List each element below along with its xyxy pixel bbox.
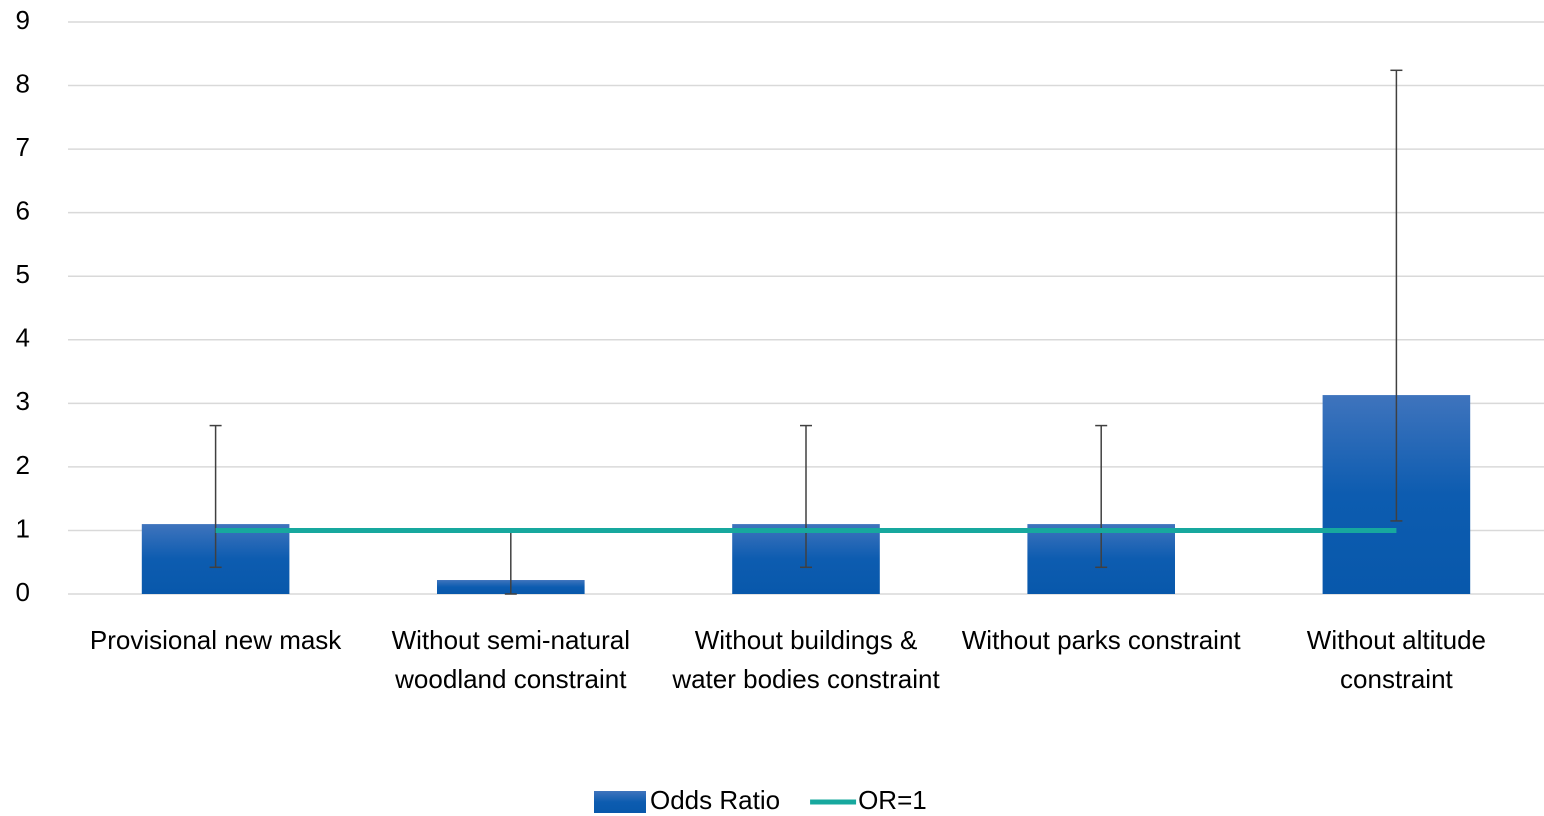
y-tick-label: 6 xyxy=(16,196,30,226)
y-tick-label: 4 xyxy=(16,323,30,353)
x-tick-label: Without parks constraint xyxy=(962,625,1242,655)
y-tick-label: 0 xyxy=(16,577,30,607)
x-tick-label: Without altitude constraint xyxy=(1307,625,1486,694)
y-tick-label: 3 xyxy=(16,386,30,416)
x-tick-label: Without buildings & water bodies constrai… xyxy=(671,625,940,694)
x-tick-label: Provisional new mask xyxy=(90,625,342,655)
y-tick-label: 8 xyxy=(16,68,30,98)
y-tick-label: 5 xyxy=(16,259,30,289)
y-tick-label: 7 xyxy=(16,132,30,162)
legend-label: OR=1 xyxy=(858,785,927,815)
x-tick-label: Without semi-natural woodland constraint xyxy=(392,625,630,694)
legend-label: Odds Ratio xyxy=(650,785,780,815)
y-tick-label: 2 xyxy=(16,450,30,480)
y-tick-label: 9 xyxy=(16,5,30,35)
legend-swatch xyxy=(594,791,646,813)
y-tick-label: 1 xyxy=(16,513,30,543)
